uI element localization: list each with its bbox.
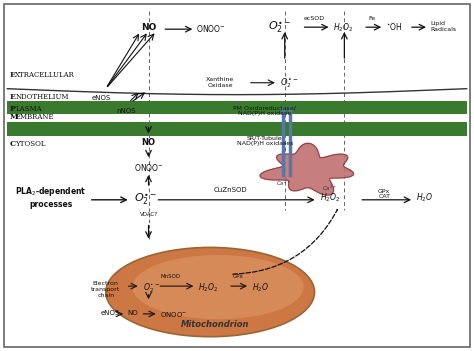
Text: MnSOD: MnSOD — [160, 274, 181, 279]
Text: PLA$_2$-dependent
processes: PLA$_2$-dependent processes — [15, 185, 87, 209]
Text: NDOTHELIUM: NDOTHELIUM — [15, 93, 69, 101]
FancyArrowPatch shape — [233, 210, 337, 274]
Bar — [8, 130, 466, 136]
Bar — [8, 101, 466, 107]
Ellipse shape — [106, 247, 315, 337]
Text: SR/T-Tubule
NAD(P)H oxidases: SR/T-Tubule NAD(P)H oxidases — [237, 135, 293, 146]
Text: GPx: GPx — [233, 274, 243, 279]
Text: CuZnSOD: CuZnSOD — [213, 187, 247, 193]
Text: $H_2O_2$: $H_2O_2$ — [319, 192, 340, 204]
Text: $O_2^{\bullet-}$: $O_2^{\bullet-}$ — [143, 281, 160, 294]
Text: PM Oxidoreductase/
NAD(P)H oxidase: PM Oxidoreductase/ NAD(P)H oxidase — [233, 106, 296, 117]
Text: EMBRANE: EMBRANE — [15, 113, 54, 120]
Text: $O_2^{\bullet-}$: $O_2^{\bullet-}$ — [268, 19, 292, 35]
Text: Xanthine
Oxidase: Xanthine Oxidase — [206, 77, 234, 88]
Text: E: E — [9, 93, 15, 101]
Text: M: M — [9, 113, 18, 120]
Text: P: P — [9, 105, 15, 113]
Text: Electron
transport
chain: Electron transport chain — [91, 281, 120, 298]
Text: eNOS: eNOS — [101, 310, 120, 316]
Bar — [8, 107, 466, 114]
Text: eNOS: eNOS — [91, 95, 110, 101]
Text: $O_2^{\bullet-}$: $O_2^{\bullet-}$ — [134, 192, 157, 207]
Text: ONOO$^{-}$: ONOO$^{-}$ — [134, 162, 164, 173]
Text: ONOO$^{-}$: ONOO$^{-}$ — [161, 310, 188, 319]
Text: ONOO$^{-}$: ONOO$^{-}$ — [196, 23, 226, 34]
Text: $H_2O_2$: $H_2O_2$ — [333, 21, 354, 34]
Text: LASMA: LASMA — [15, 105, 42, 113]
Text: Mitochondrion: Mitochondrion — [181, 320, 249, 329]
Text: nNOS: nNOS — [116, 107, 136, 113]
Ellipse shape — [133, 255, 304, 319]
Text: Lipid
Radicals: Lipid Radicals — [431, 21, 457, 32]
Text: NO: NO — [141, 23, 156, 32]
Text: NO: NO — [128, 310, 138, 316]
Text: $H_2O$: $H_2O$ — [416, 192, 433, 204]
Text: $H_2O$: $H_2O$ — [252, 281, 269, 294]
Text: NO: NO — [142, 138, 155, 147]
Text: XTRACELLULAR: XTRACELLULAR — [15, 71, 75, 79]
Text: $Ca^{2+}$: $Ca^{2+}$ — [322, 183, 337, 193]
Text: $H_2O_2$: $H_2O_2$ — [198, 281, 219, 294]
Text: Fe: Fe — [369, 16, 376, 21]
Text: ecSOD: ecSOD — [304, 16, 325, 21]
Text: C: C — [9, 140, 16, 148]
Text: E: E — [9, 71, 15, 79]
Text: VDAC?: VDAC? — [139, 212, 157, 217]
Text: $^{\bullet}$OH: $^{\bullet}$OH — [386, 21, 403, 32]
Text: $O_2^{\bullet-}$: $O_2^{\bullet-}$ — [280, 77, 298, 90]
Text: $Ca^{2+}$: $Ca^{2+}$ — [276, 178, 291, 187]
Bar — [8, 122, 466, 130]
Text: GPx
CAT: GPx CAT — [378, 189, 390, 199]
Text: YTOSOL: YTOSOL — [15, 140, 46, 148]
Polygon shape — [260, 143, 354, 195]
